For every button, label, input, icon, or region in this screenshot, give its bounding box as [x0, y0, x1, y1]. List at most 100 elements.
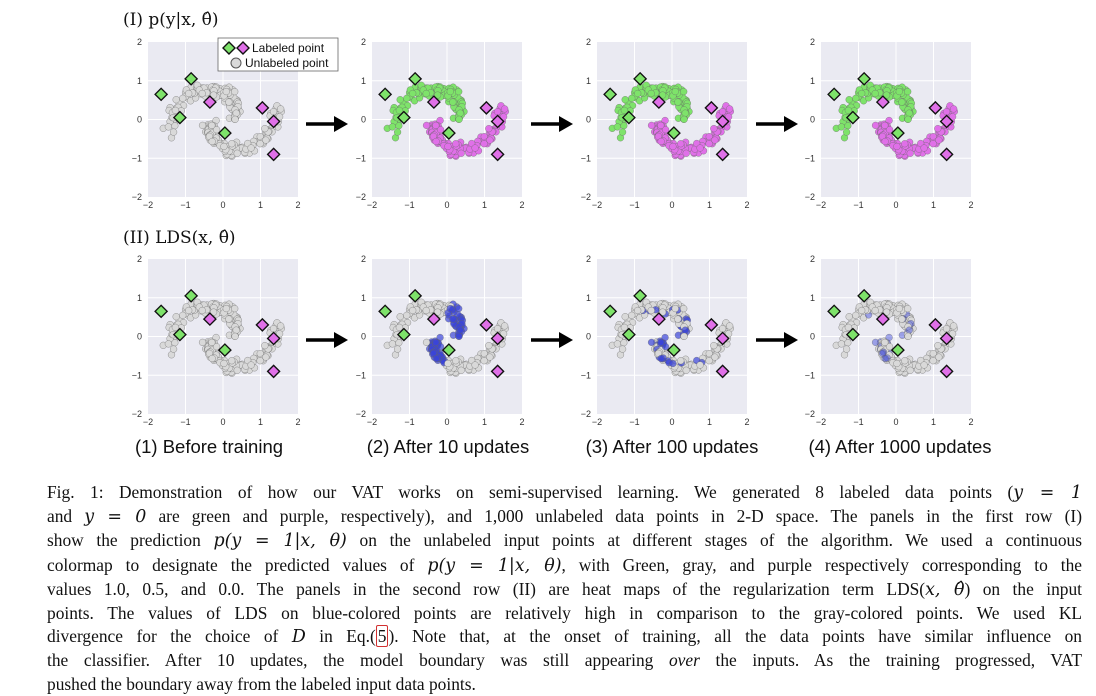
x-tick-label: 2 [295, 200, 300, 210]
unlabeled-point [455, 332, 463, 340]
unlabeled-point [433, 91, 442, 99]
x-tick-label: 2 [968, 417, 973, 427]
unlabeled-point [233, 366, 241, 374]
unlabeled-point [256, 140, 264, 148]
y-tick-label: 1 [586, 76, 591, 86]
unlabeled-point [680, 305, 688, 313]
y-tick-label: −2 [356, 409, 366, 419]
unlabeled-point [208, 354, 216, 363]
unlabeled-point [696, 144, 704, 152]
y-tick-label: 0 [137, 332, 142, 342]
labeled-point-purple [266, 147, 281, 162]
x-tick-label: 2 [295, 417, 300, 427]
unlabeled-point [885, 333, 893, 342]
unlabeled-point [446, 304, 454, 313]
unlabeled-point [671, 304, 679, 313]
unlabeled-point [198, 89, 206, 98]
x-tick-label: 1 [931, 200, 936, 210]
right-arrow-icon [306, 116, 348, 132]
x-tick-label: −2 [367, 417, 377, 427]
unlabeled-point [231, 88, 239, 96]
y-tick-label: 1 [137, 293, 142, 303]
unlabeled-point [657, 338, 665, 347]
x-tick-label: 0 [220, 200, 225, 210]
unlabeled-point [858, 89, 866, 98]
unlabeled-point [422, 306, 430, 315]
unlabeled-point [208, 338, 216, 347]
legend-unlabeled-marker [230, 57, 242, 69]
x-tick-label: 1 [707, 200, 712, 210]
labeled-point-green [217, 126, 232, 141]
unlabeled-point [261, 341, 269, 350]
unlabeled-point [231, 332, 239, 340]
labeled-point-green [633, 71, 648, 86]
unlabeled-point [871, 121, 880, 130]
x-tick-label: 0 [893, 417, 898, 427]
unlabeled-point [228, 140, 236, 148]
labeled-point-purple [939, 114, 954, 129]
x-tick-label: 1 [931, 417, 936, 427]
unlabeled-point [208, 121, 216, 130]
unlabeled-point [680, 115, 688, 123]
labeled-point-purple [479, 100, 494, 115]
unlabeled-point [277, 322, 285, 330]
equation-ref-link[interactable]: 5 [375, 625, 389, 648]
y-tick-label: −1 [356, 153, 366, 163]
labeled-point-green [154, 304, 169, 319]
panel-r1-c2: −2 −1 0 1 2 2 1 0 −1 −2 [356, 37, 525, 210]
unlabeled-point [449, 315, 457, 323]
unlabeled-point [433, 308, 442, 316]
unlabeled-point [422, 89, 430, 98]
y-tick-label: −1 [132, 370, 142, 380]
labeled-point-purple [939, 331, 954, 346]
unlabeled-point [724, 113, 733, 121]
unlabeled-point [658, 308, 667, 316]
unlabeled-point [929, 357, 937, 365]
x-tick-label: 0 [669, 200, 674, 210]
x-tick-label: 0 [444, 417, 449, 427]
labeled-point-green [378, 304, 393, 319]
unlabeled-point [935, 136, 943, 144]
unlabeled-point [222, 87, 230, 96]
unlabeled-point [950, 105, 958, 113]
unlabeled-point [680, 88, 688, 96]
labeled-point-purple [266, 331, 281, 346]
unlabeled-point [628, 311, 636, 319]
unlabeled-point [942, 108, 951, 116]
unlabeled-point [455, 305, 463, 313]
unlabeled-point [432, 137, 440, 146]
unlabeled-point [486, 353, 494, 361]
labeled-point-purple [704, 100, 719, 115]
unlabeled-point [618, 128, 627, 136]
unlabeled-point [905, 109, 913, 117]
labeled-point-purple [255, 317, 270, 332]
unlabeled-point [677, 140, 685, 148]
labeled-point-purple [651, 312, 666, 327]
unlabeled-point [718, 325, 727, 333]
caption-line-4: colormap to designate the predicted valu… [47, 554, 1082, 576]
unlabeled-point [269, 108, 278, 116]
labeled-point-purple [715, 147, 730, 162]
unlabeled-point [906, 149, 914, 157]
unlabeled-point [674, 315, 682, 323]
x-tick-label: −1 [180, 200, 190, 210]
unlabeled-point [172, 96, 180, 104]
unlabeled-point [452, 357, 460, 365]
panel-r2-c3: −2 −1 0 1 2 2 1 0 −1 −2 [581, 254, 750, 427]
unlabeled-point [934, 341, 942, 350]
unlabeled-point [455, 115, 463, 123]
legend-green-diamond [222, 41, 236, 55]
unlabeled-point [269, 325, 278, 333]
unlabeled-point [499, 330, 508, 338]
unlabeled-point [432, 338, 440, 347]
y-tick-label: −1 [581, 153, 591, 163]
labeled-point-purple [490, 364, 505, 379]
x-tick-label: 0 [444, 200, 449, 210]
labeled-point-green [857, 71, 872, 86]
unlabeled-point [171, 323, 179, 332]
unlabeled-point [485, 341, 493, 350]
unlabeled-point [628, 94, 636, 102]
unlabeled-point [446, 87, 454, 96]
unlabeled-point [844, 323, 852, 332]
labeled-point-green [154, 87, 169, 102]
